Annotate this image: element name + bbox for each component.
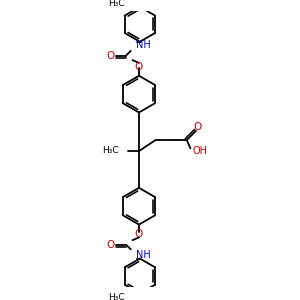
Text: O: O — [106, 240, 115, 250]
Text: H₃C: H₃C — [109, 0, 125, 8]
Text: H₃C: H₃C — [102, 146, 119, 154]
Text: O: O — [135, 229, 143, 239]
Text: OH: OH — [192, 146, 207, 156]
Text: O: O — [135, 61, 143, 71]
Text: O: O — [106, 50, 115, 61]
Text: NH: NH — [136, 250, 151, 260]
Text: NH: NH — [136, 40, 151, 50]
Text: H₃C: H₃C — [109, 292, 125, 300]
Text: O: O — [194, 122, 202, 132]
